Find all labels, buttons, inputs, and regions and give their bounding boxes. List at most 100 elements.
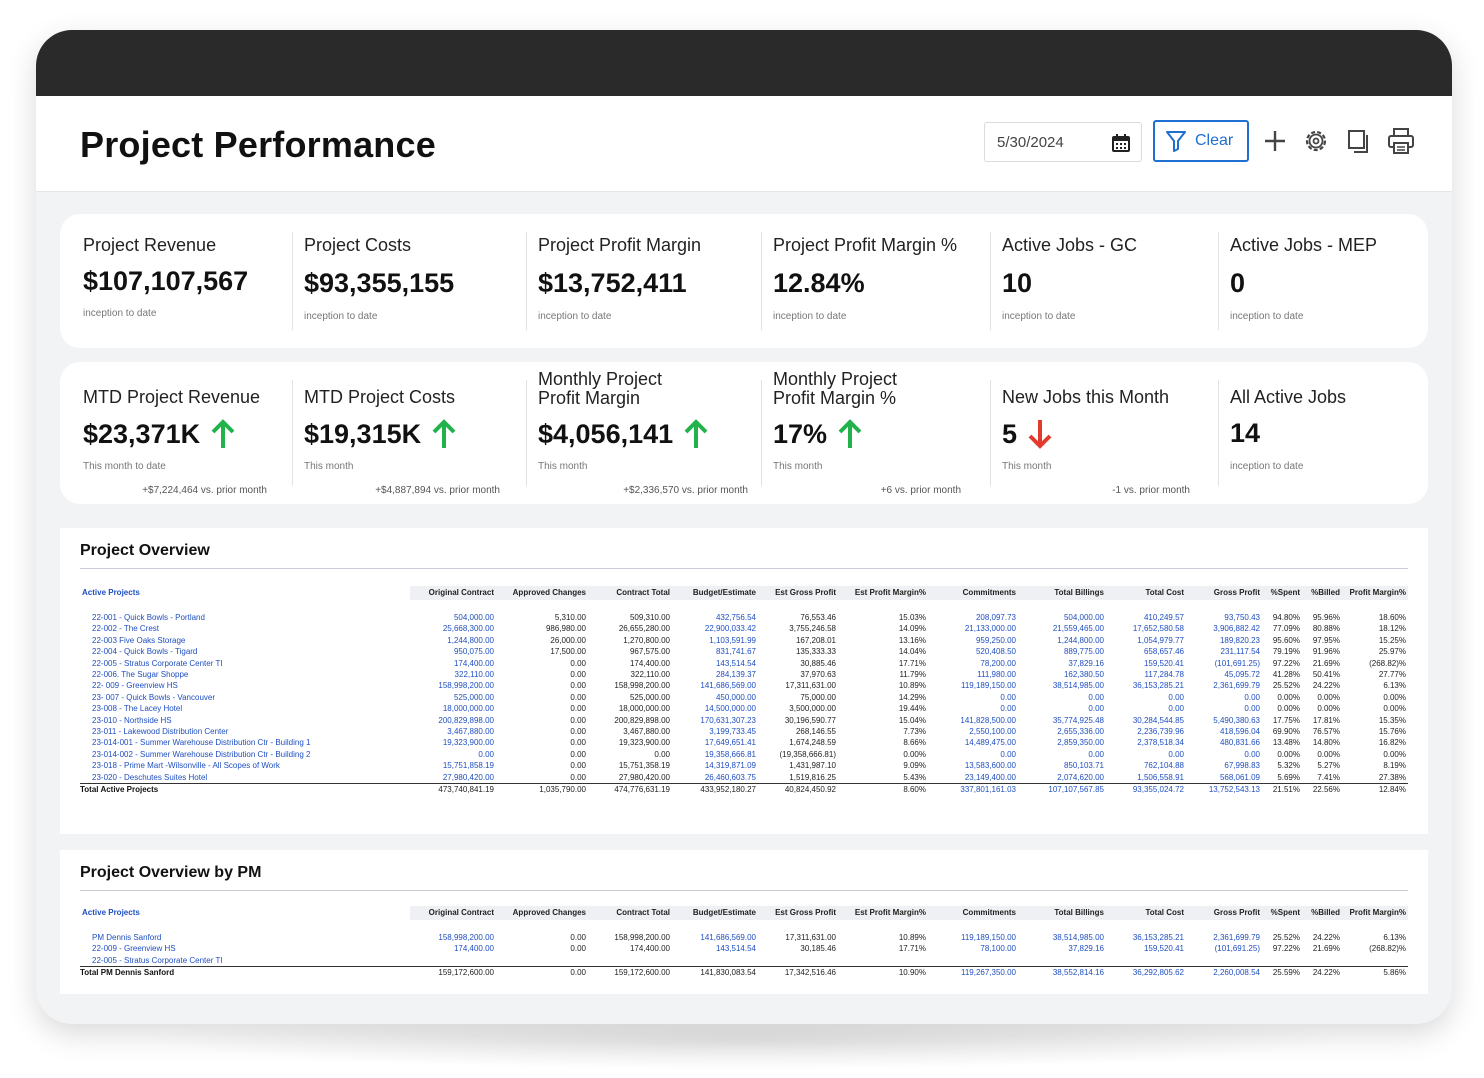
table-cell[interactable] xyxy=(410,955,496,967)
table-cell[interactable]: 19,323,900.00 xyxy=(442,738,494,748)
table-cell[interactable]: 0.00 xyxy=(1244,749,1260,759)
table-cell[interactable]: 0.00 xyxy=(1000,692,1016,702)
table-cell[interactable]: 762,104.88 xyxy=(1143,761,1184,771)
table-cell[interactable]: 174,400.00 xyxy=(453,944,494,954)
table-row[interactable]: 23-011 - Lakewood Distribution Center 3,4… xyxy=(80,726,1408,737)
table-row[interactable]: 22-005 - Stratus Corporate Center TI 174,… xyxy=(80,658,1408,669)
table-cell[interactable]: 22,900,033.42 xyxy=(704,624,756,634)
table-cell[interactable]: 37,829.16 xyxy=(1068,658,1104,668)
table-cell[interactable]: 30,284,544.85 xyxy=(1132,715,1184,725)
table-cell[interactable]: 17,649,651.41 xyxy=(704,738,756,748)
project-link[interactable]: 23-018 - Prime Mart -Wilsonville - All S… xyxy=(92,761,280,771)
project-link[interactable]: 22-009 - Greenview HS xyxy=(92,944,176,954)
table-row[interactable]: 23-018 - Prime Mart -Wilsonville - All S… xyxy=(80,760,1408,771)
table-cell[interactable]: 284,139.37 xyxy=(715,670,756,680)
table-cell[interactable]: 18,000,000.00 xyxy=(442,704,494,714)
table-cell[interactable]: 162,380.50 xyxy=(1063,670,1104,680)
table-cell[interactable]: 0.00 xyxy=(1168,692,1184,702)
table-cell[interactable]: 480,831.66 xyxy=(1219,738,1260,748)
table-cell[interactable]: 67,998.83 xyxy=(1224,761,1260,771)
table-cell[interactable]: 658,657.46 xyxy=(1143,647,1184,657)
table-cell[interactable]: 3,199,733.45 xyxy=(709,727,756,737)
table-cell[interactable]: 5,490,380.63 xyxy=(1213,715,1260,725)
table-cell[interactable]: 25,668,300.00 xyxy=(442,624,494,634)
table-cell[interactable]: 35,774,925.48 xyxy=(1052,715,1104,725)
clear-filter-button[interactable]: Clear xyxy=(1153,120,1249,162)
table-cell[interactable]: 21,133,000.00 xyxy=(964,624,1016,634)
table-cell[interactable]: (101,691.25) xyxy=(1214,944,1260,954)
table-cell[interactable]: 38,514,985.00 xyxy=(1052,933,1104,942)
column-header-projects[interactable]: Active Projects xyxy=(80,586,410,600)
table-cell[interactable]: 959,250.00 xyxy=(975,635,1016,645)
project-link[interactable]: 23-020 - Deschutes Suites Hotel xyxy=(92,772,208,782)
project-link[interactable]: 22- 009 - Greenview HS xyxy=(92,681,178,691)
table-cell[interactable]: 231,117.54 xyxy=(1220,647,1260,657)
table-cell[interactable]: 143,514.54 xyxy=(715,658,756,668)
table-cell[interactable]: 0.00 xyxy=(1088,749,1104,759)
table-cell[interactable] xyxy=(672,955,758,967)
table-cell[interactable]: 45,095.72 xyxy=(1224,670,1260,680)
date-field[interactable]: 5/30/2024 xyxy=(984,122,1142,162)
table-cell[interactable]: 208,097.73 xyxy=(975,613,1016,622)
table-cell[interactable]: 1,103,591.99 xyxy=(709,635,756,645)
table-cell[interactable]: 1,244,800.00 xyxy=(1057,635,1104,645)
table-cell[interactable]: 504,000.00 xyxy=(1063,613,1104,622)
project-link[interactable]: 22-005 - Stratus Corporate Center TI xyxy=(92,658,223,668)
table-cell[interactable]: 141,686,569.00 xyxy=(700,933,756,942)
column-header-projects[interactable]: Active Projects xyxy=(80,906,410,920)
table-cell[interactable]: 1,506,558.91 xyxy=(1137,772,1184,782)
table-cell[interactable]: 889,775.00 xyxy=(1063,647,1104,657)
table-row[interactable]: 23- 007 - Quick Bowls - Vancouver 525,000… xyxy=(80,692,1408,703)
table-cell[interactable]: 0.00 xyxy=(1244,704,1260,714)
project-link[interactable]: 22-002 - The Crest xyxy=(92,624,159,634)
table-cell[interactable]: 950,075.00 xyxy=(453,647,494,657)
project-link[interactable]: 23-010 - Northside HS xyxy=(92,715,172,725)
table-cell[interactable]: 174,400.00 xyxy=(453,658,494,668)
project-link[interactable]: 23-014-002 - Summer Warehouse Distributi… xyxy=(92,749,311,759)
table-row[interactable]: 22- 009 - Greenview HS 158,998,200.00 0.00… xyxy=(80,680,1408,691)
table-cell[interactable]: 27,980,420.00 xyxy=(442,772,494,782)
table-cell[interactable]: 831,741.67 xyxy=(715,647,756,657)
project-link[interactable]: 23- 007 - Quick Bowls - Vancouver xyxy=(92,692,216,702)
table-cell[interactable]: 2,236,739.96 xyxy=(1137,727,1184,737)
table-cell[interactable]: 850,103.71 xyxy=(1063,761,1104,771)
table-row[interactable]: 23-014-001 - Summer Warehouse Distributi… xyxy=(80,737,1408,748)
table-cell[interactable]: 1,244,800.00 xyxy=(447,635,494,645)
table-cell[interactable]: 0.00 xyxy=(1168,704,1184,714)
table-cell[interactable]: 117,284.78 xyxy=(1144,670,1184,680)
table-row[interactable]: 22-009 - Greenview HS 174,400.00 0.00 174,4… xyxy=(80,943,1408,954)
table-cell[interactable]: 143,514.54 xyxy=(715,944,756,954)
table-cell[interactable]: 0.00 xyxy=(1168,749,1184,759)
table-row[interactable]: 22-006. The Sugar Shoppe 322,110.00 0.00 32… xyxy=(80,669,1408,680)
table-row[interactable]: 23-014-002 - Summer Warehouse Distributi… xyxy=(80,749,1408,760)
table-cell[interactable]: 2,378,518.34 xyxy=(1137,738,1184,748)
add-icon[interactable] xyxy=(1260,126,1290,156)
project-link[interactable]: 22-005 - Stratus Corporate Center TI xyxy=(92,955,223,965)
table-cell[interactable]: 119,189,150.00 xyxy=(960,681,1016,691)
table-cell[interactable]: 0.00 xyxy=(1088,692,1104,702)
table-cell[interactable]: 2,361,699.79 xyxy=(1213,933,1260,942)
table-cell[interactable]: 26,460,603.75 xyxy=(704,772,756,782)
table-cell[interactable]: 13,583,600.00 xyxy=(964,761,1016,771)
table-cell[interactable]: 36,153,285.21 xyxy=(1132,933,1184,942)
project-link[interactable]: 22-003 Five Oaks Storage xyxy=(92,635,186,645)
project-link[interactable]: PM Dennis Sanford xyxy=(92,933,162,942)
table-cell[interactable]: 0.00 xyxy=(478,749,494,759)
print-icon[interactable] xyxy=(1386,126,1416,156)
table-cell[interactable]: 450,000.00 xyxy=(715,692,756,702)
table-row[interactable]: 23-008 - The Lacey Hotel 18,000,000.00 0.0… xyxy=(80,703,1408,714)
table-cell[interactable]: 14,319,871.09 xyxy=(704,761,756,771)
table-row[interactable]: 22-003 Five Oaks Storage 1,244,800.00 26,0… xyxy=(80,635,1408,646)
table-cell[interactable]: 17,652,580.58 xyxy=(1132,624,1184,634)
table-cell[interactable]: 504,000.00 xyxy=(453,613,494,622)
table-cell[interactable]: 0.00 xyxy=(1088,704,1104,714)
project-link[interactable]: 22-001 - Quick Bowls - Portland xyxy=(92,613,205,622)
table-cell[interactable]: 2,361,699.79 xyxy=(1213,681,1260,691)
table-cell[interactable]: 14,489,475.00 xyxy=(964,738,1016,748)
project-link[interactable]: 23-011 - Lakewood Distribution Center xyxy=(92,727,229,737)
table-cell[interactable]: 38,514,985.00 xyxy=(1052,681,1104,691)
table-cell[interactable]: 141,686,569.00 xyxy=(700,681,756,691)
table-cell[interactable]: 78,100.00 xyxy=(980,944,1016,954)
table-cell[interactable]: 1,054,979.77 xyxy=(1137,635,1184,645)
table-cell[interactable] xyxy=(928,955,1018,967)
